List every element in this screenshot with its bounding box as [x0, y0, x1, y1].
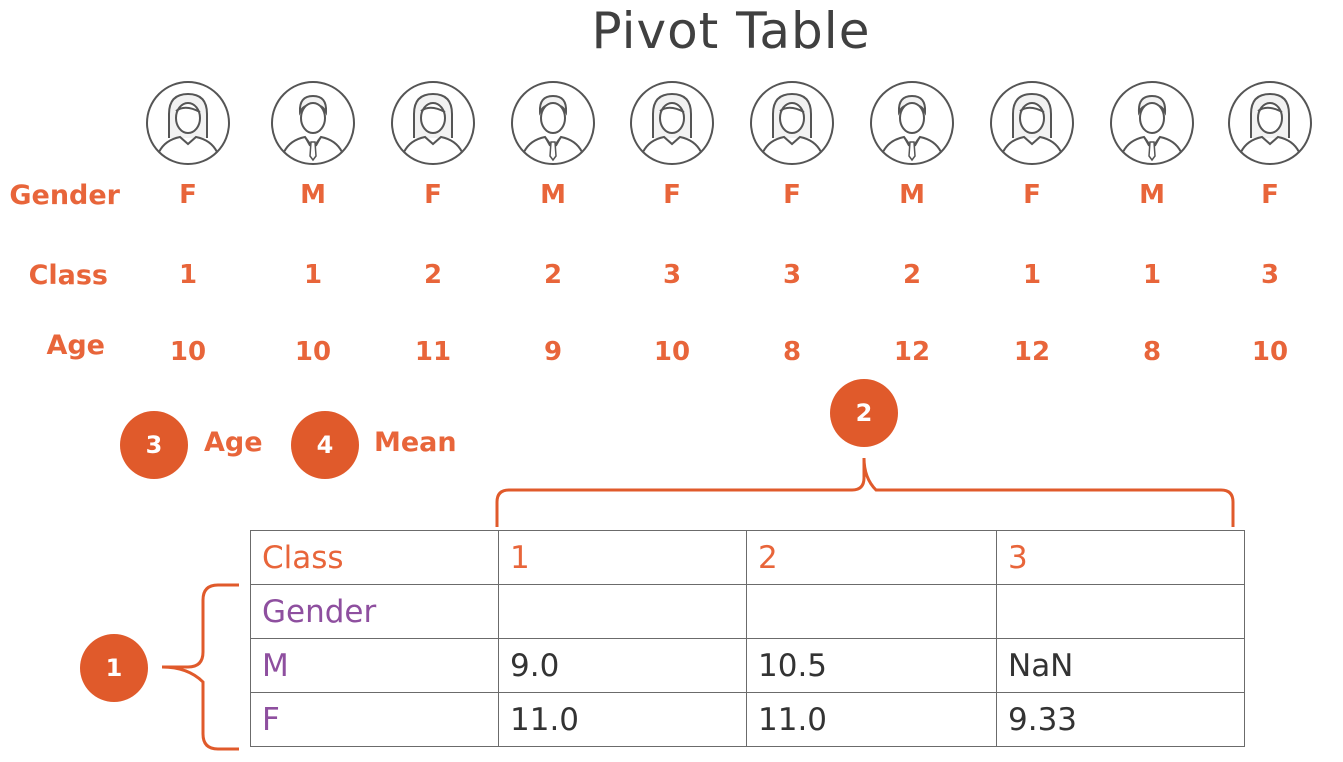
age-cell: 8 — [1142, 337, 1162, 367]
empty-cell — [498, 584, 747, 639]
table-cell: 11.0 — [498, 692, 747, 747]
class-cell: 2 — [902, 260, 922, 290]
female-avatar-icon — [990, 81, 1074, 165]
age-cell: 12 — [1013, 337, 1051, 367]
pivot-table: Class 1 2 3 Gender M 9.0 10.5 NaN F 11.0… — [250, 530, 1245, 747]
column-header-3: 3 — [996, 530, 1245, 585]
female-avatar-icon — [391, 81, 475, 165]
table-cell: 9.0 — [498, 638, 747, 693]
class-cell: 1 — [1022, 260, 1042, 290]
gender-cell: M — [300, 180, 326, 210]
female-avatar-icon — [1228, 81, 1312, 165]
gender-cell: F — [1023, 180, 1041, 210]
rows-brace — [161, 583, 239, 751]
class-cell: 3 — [662, 260, 682, 290]
index-header-row: Gender — [250, 584, 1245, 639]
male-avatar-icon — [870, 81, 954, 165]
column-header-2: 2 — [746, 530, 997, 585]
male-avatar-icon — [271, 81, 355, 165]
gender-cell: M — [540, 180, 566, 210]
age-cell: 12 — [893, 337, 931, 367]
empty-cell — [996, 584, 1245, 639]
table-cell: 9.33 — [996, 692, 1245, 747]
gender-row-label: Gender — [9, 180, 120, 211]
gender-cell: M — [899, 180, 925, 210]
step-badge-3: 3 — [120, 411, 188, 479]
step-label-age: Age — [204, 427, 263, 458]
female-avatar-icon — [750, 81, 834, 165]
step-badge-1: 1 — [80, 634, 148, 702]
step-label-mean: Mean — [374, 427, 457, 458]
gender-cell: F — [424, 180, 442, 210]
male-avatar-icon — [1110, 81, 1194, 165]
row-label-f: F — [250, 692, 499, 747]
gender-cell: F — [663, 180, 681, 210]
columns-brace — [495, 457, 1235, 527]
table-cell: NaN — [996, 638, 1245, 693]
female-avatar-icon — [146, 81, 230, 165]
age-cell: 8 — [782, 337, 802, 367]
age-cell: 9 — [543, 337, 563, 367]
gender-cell: F — [1261, 180, 1279, 210]
class-cell: 3 — [782, 260, 802, 290]
age-row-label: Age — [46, 330, 105, 361]
table-cell: 11.0 — [746, 692, 997, 747]
table-row: F 11.0 11.0 9.33 — [250, 692, 1245, 747]
male-avatar-icon — [511, 81, 595, 165]
class-cell: 1 — [303, 260, 323, 290]
age-cell: 10 — [1251, 337, 1289, 367]
female-avatar-icon — [630, 81, 714, 165]
step-badge-4: 4 — [291, 411, 359, 479]
page-title: Pivot Table — [591, 2, 871, 60]
gender-cell: M — [1139, 180, 1165, 210]
class-cell: 1 — [1142, 260, 1162, 290]
class-cell: 3 — [1260, 260, 1280, 290]
class-cell: 1 — [178, 260, 198, 290]
age-cell: 10 — [294, 337, 332, 367]
age-cell: 11 — [414, 337, 452, 367]
columns-header-cell: Class — [250, 530, 499, 585]
age-cell: 10 — [653, 337, 691, 367]
table-row: M 9.0 10.5 NaN — [250, 638, 1245, 693]
gender-cell: F — [179, 180, 197, 210]
table-cell: 10.5 — [746, 638, 997, 693]
rows-header-cell: Gender — [250, 584, 499, 639]
age-cell: 10 — [169, 337, 207, 367]
step-badge-2: 2 — [830, 379, 898, 447]
gender-cell: F — [783, 180, 801, 210]
table-header-row: Class 1 2 3 — [250, 530, 1245, 585]
row-label-m: M — [250, 638, 499, 693]
column-header-1: 1 — [498, 530, 747, 585]
class-row-label: Class — [28, 260, 108, 291]
class-cell: 2 — [423, 260, 443, 290]
class-cell: 2 — [543, 260, 563, 290]
empty-cell — [746, 584, 997, 639]
